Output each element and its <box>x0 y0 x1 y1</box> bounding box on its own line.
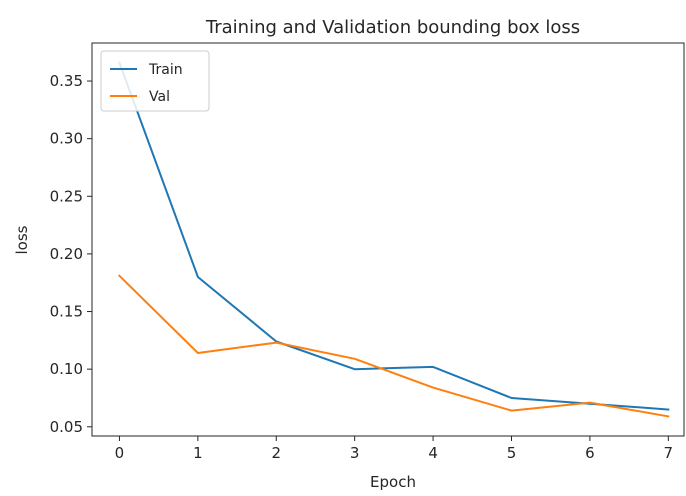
legend-label-val: Val <box>149 89 170 105</box>
y-tick-label: 0.30 <box>50 130 83 148</box>
series-line-train <box>118 61 670 411</box>
y-tick-label: 0.10 <box>50 360 83 378</box>
y-tick-label: 0.35 <box>50 72 83 90</box>
y-tick-label: 0.05 <box>50 418 83 436</box>
plot-frame <box>91 42 685 437</box>
y-tick-label: 0.20 <box>50 245 83 263</box>
y-tick-label: 0.15 <box>50 303 83 321</box>
x-tick-label: 2 <box>271 444 281 462</box>
legend: Train Val <box>100 50 210 112</box>
series-lines <box>117 61 670 418</box>
x-axis-title: Epoch <box>370 473 416 491</box>
x-tick-label: 5 <box>507 444 517 462</box>
y-tick-label: 0.25 <box>50 187 83 205</box>
x-tick-label: 1 <box>193 444 203 462</box>
y-axis: 0.05 0.10 0.15 0.20 0.25 0.30 0.35 <box>50 72 92 436</box>
x-tick-label: 7 <box>664 444 674 462</box>
x-tick-label: 0 <box>115 444 125 462</box>
x-tick-label: 4 <box>428 444 438 462</box>
x-axis: 0 1 2 3 4 5 6 7 <box>115 436 673 462</box>
series-line-val <box>117 274 670 418</box>
chart-title: Training and Validation bounding box los… <box>205 17 580 38</box>
legend-label-train: Train <box>148 62 183 78</box>
plot-area: 0 1 2 3 4 5 6 7 0.05 0.10 0.15 0.20 0.25 0.30 0.35 <box>50 42 685 462</box>
y-axis-title: loss <box>13 225 31 254</box>
x-tick-label: 6 <box>585 444 595 462</box>
x-tick-label: 3 <box>350 444 360 462</box>
